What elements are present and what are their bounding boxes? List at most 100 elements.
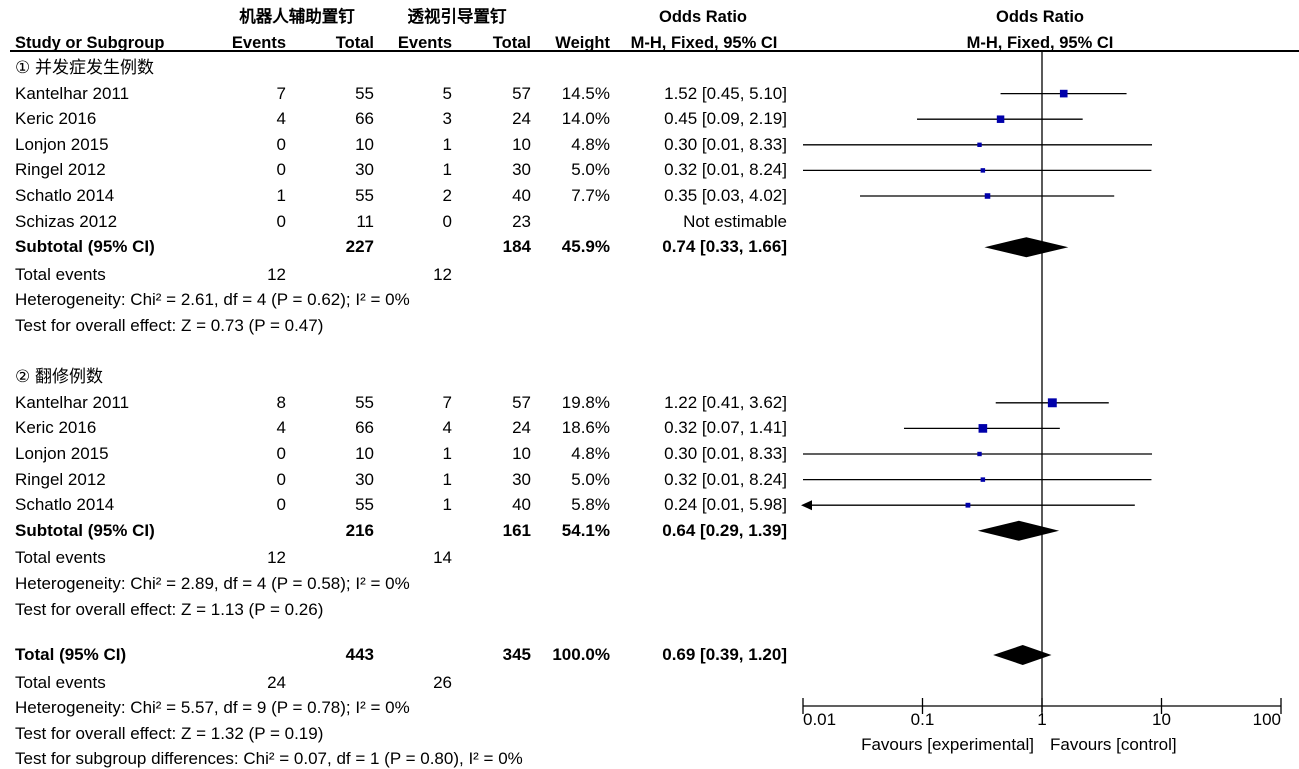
study-e2: 1 bbox=[442, 469, 452, 489]
study-t2: 10 bbox=[512, 134, 531, 154]
total-events-exp: 12 bbox=[267, 264, 286, 284]
study-w: 7.7% bbox=[571, 186, 610, 205]
subtotal-t2: 184 bbox=[502, 237, 531, 257]
events-ctl-header: Events bbox=[397, 34, 452, 52]
study-w: 14.0% bbox=[561, 109, 610, 129]
total-w: 100.0% bbox=[552, 645, 610, 664]
subtotal-label: Subtotal (95% CI) bbox=[15, 237, 155, 257]
group-exp-header: 机器人辅助置钉 bbox=[239, 8, 355, 26]
header-rule bbox=[10, 50, 1299, 52]
total-t1: 443 bbox=[345, 645, 374, 664]
study-e2: 2 bbox=[442, 186, 452, 205]
study-name: Lonjon 2015 bbox=[15, 134, 109, 154]
subtotal-or: 0.64 [0.29, 1.39] bbox=[662, 520, 787, 540]
subtotal-w: 54.1% bbox=[561, 520, 610, 540]
study-e1: 0 bbox=[276, 469, 286, 489]
x-tick-label: 10 bbox=[1152, 710, 1171, 729]
overall-effect-text: Test for overall effect: Z = 1.13 (P = 0… bbox=[15, 599, 324, 619]
study-e2: 0 bbox=[442, 211, 452, 231]
study-t2: 40 bbox=[512, 186, 531, 205]
study-w: 5.8% bbox=[571, 495, 610, 515]
subtotal-or: 0.74 [0.33, 1.66] bbox=[662, 237, 787, 257]
study-w: 5.0% bbox=[571, 160, 610, 180]
study-e2: 5 bbox=[442, 83, 452, 103]
study-t2: 30 bbox=[512, 160, 531, 180]
events-exp-header: Events bbox=[231, 34, 286, 52]
study-e2: 1 bbox=[442, 495, 452, 515]
study-name: Kantelhar 2011 bbox=[15, 83, 130, 103]
total-events-label: Total events bbox=[15, 264, 106, 284]
study-or: 0.32 [0.01, 8.24] bbox=[664, 469, 787, 489]
total-events-ctl: 26 bbox=[433, 672, 452, 692]
x-tick-label: 0.1 bbox=[910, 710, 935, 729]
effect-point bbox=[977, 451, 982, 457]
study-or: 0.32 [0.07, 1.41] bbox=[664, 418, 787, 438]
study-name: Ringel 2012 bbox=[15, 160, 106, 180]
study-e2: 1 bbox=[442, 134, 452, 154]
study-e1: 0 bbox=[276, 444, 286, 463]
study-or: 0.32 [0.01, 8.24] bbox=[664, 160, 787, 180]
pooled-diamond bbox=[984, 237, 1069, 258]
subgroup-title: ① 并发症发生例数 bbox=[15, 58, 154, 77]
study-t2: 30 bbox=[512, 469, 531, 489]
study-t2: 10 bbox=[512, 444, 531, 463]
study-name: Schizas 2012 bbox=[15, 211, 118, 231]
favours-left-label: Favours [experimental] bbox=[861, 735, 1034, 754]
effect-point bbox=[980, 168, 986, 173]
x-tick-label: 100 bbox=[1252, 710, 1281, 729]
overall-effect-text: Test for overall effect: Z = 0.73 (P = 0… bbox=[15, 316, 324, 335]
study-t1: 55 bbox=[355, 495, 374, 515]
study-t1: 10 bbox=[355, 444, 374, 463]
effect-point bbox=[965, 502, 971, 508]
heterogeneity-text: Heterogeneity: Chi² = 2.89, df = 4 (P = … bbox=[15, 574, 410, 593]
total-t2: 345 bbox=[502, 645, 531, 664]
subtotal-t1: 216 bbox=[345, 520, 374, 540]
study-or: Not estimable bbox=[683, 211, 787, 231]
study-or: 0.24 [0.01, 5.98] bbox=[664, 495, 787, 515]
study-w: 19.8% bbox=[561, 392, 610, 412]
favours-right-label: Favours [control] bbox=[1050, 735, 1177, 754]
pooled-diamond bbox=[993, 645, 1052, 665]
effect-point bbox=[984, 193, 991, 199]
study-w: 14.5% bbox=[561, 83, 610, 103]
study-or: 0.45 [0.09, 2.19] bbox=[664, 109, 787, 129]
effect-point bbox=[1047, 398, 1057, 408]
total-events-label: Total events bbox=[15, 548, 106, 568]
x-tick-label: 1 bbox=[1037, 710, 1047, 729]
plot-method-header: M-H, Fixed, 95% CI bbox=[966, 34, 1114, 52]
total-ctl-header: Total bbox=[492, 34, 531, 52]
total-events-exp: 24 bbox=[267, 672, 286, 692]
heterogeneity-text: Heterogeneity: Chi² = 5.57, df = 9 (P = … bbox=[15, 698, 410, 718]
study-or: 1.52 [0.45, 5.10] bbox=[664, 83, 787, 103]
study-t1: 11 bbox=[356, 211, 374, 231]
total-events-ctl: 12 bbox=[433, 264, 452, 284]
study-w: 5.0% bbox=[571, 469, 610, 489]
or-title-header: Odds Ratio bbox=[658, 8, 747, 26]
study-e1: 7 bbox=[276, 83, 286, 103]
study-e2: 7 bbox=[442, 392, 452, 412]
study-e2: 4 bbox=[442, 418, 452, 438]
study-or: 0.30 [0.01, 8.33] bbox=[664, 134, 787, 154]
plot-title-header: Odds Ratio bbox=[995, 8, 1084, 26]
study-t2: 57 bbox=[512, 392, 531, 412]
or-method-header: M-H, Fixed, 95% CI bbox=[630, 34, 778, 52]
effect-point bbox=[996, 115, 1005, 123]
study-w: 4.8% bbox=[571, 134, 610, 154]
study-t1: 66 bbox=[355, 109, 374, 129]
study-name: Keric 2016 bbox=[15, 109, 97, 129]
study-name: Lonjon 2015 bbox=[15, 444, 109, 463]
study-e1: 0 bbox=[276, 160, 286, 180]
subtotal-t2: 161 bbox=[502, 520, 531, 540]
study-e1: 4 bbox=[276, 109, 286, 129]
ci-arrow bbox=[801, 500, 812, 511]
study-t1: 55 bbox=[355, 392, 374, 412]
effect-point bbox=[980, 477, 986, 482]
effect-point bbox=[1059, 89, 1068, 98]
study-t1: 10 bbox=[355, 134, 374, 154]
study-t1: 55 bbox=[355, 186, 374, 205]
study-e2: 1 bbox=[442, 444, 452, 463]
study-t2: 40 bbox=[512, 495, 531, 515]
pooled-diamond bbox=[977, 520, 1060, 541]
total-exp-header: Total bbox=[335, 34, 374, 52]
effect-point bbox=[977, 142, 982, 147]
